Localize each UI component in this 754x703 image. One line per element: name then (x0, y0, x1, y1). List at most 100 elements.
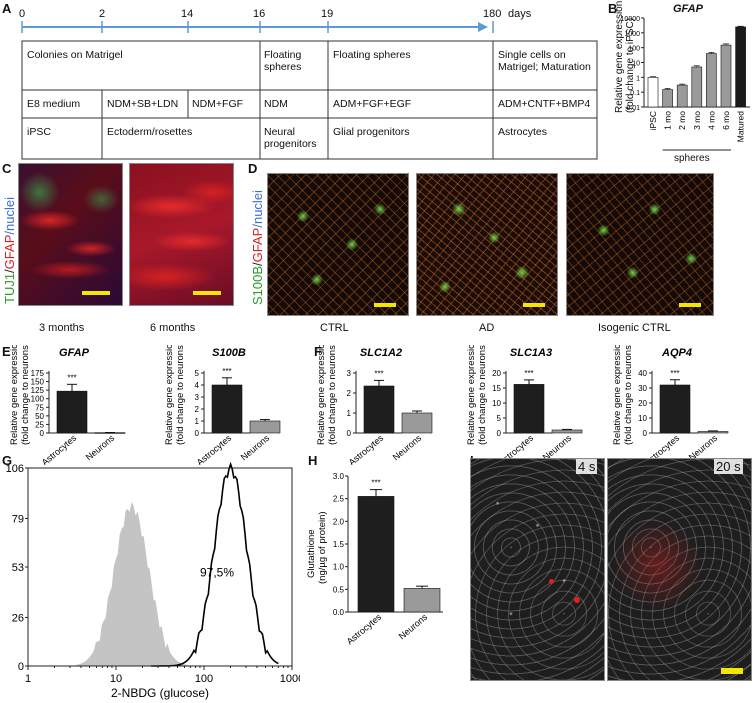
x-tick-label: Neurons (391, 433, 424, 463)
table-cell-r1c4-text: Floating spheres (264, 49, 302, 73)
y-tick-label: 100 (628, 46, 640, 53)
bar-2-mo (676, 84, 688, 108)
legend-nuclei: /nuclei (2, 197, 17, 235)
caption-ctrl: CTRL (320, 322, 349, 334)
y-axis-label-1: Relative gene expression (164, 345, 175, 445)
table-cell-r2c4: NDM (264, 98, 288, 110)
table-cell-r3c4-text: Neural progenitors (264, 126, 317, 150)
y-tick-label: 10000 (621, 16, 641, 23)
bar-4-mo (706, 53, 717, 108)
y-tick-label: 0.5 (333, 585, 345, 594)
scale-bar (82, 291, 110, 295)
y-tick-label: 5 (497, 414, 502, 423)
y-tick-label: 50 (35, 412, 44, 421)
panel-label-e: E (2, 344, 11, 359)
scale-bar (679, 303, 701, 307)
bar-3-mo (691, 66, 703, 108)
y-tick-label: 10 (492, 399, 501, 408)
significance-stars: *** (371, 479, 380, 488)
y-tick-label: 20 (638, 399, 647, 408)
x-tick-label: 1 (25, 673, 31, 685)
time-label-20s: 20 s (714, 459, 743, 474)
y-tick-label: 25 (35, 420, 44, 429)
timeline-tick-2: 2 (99, 8, 106, 20)
timeline-tick-16: 16 (253, 8, 266, 20)
x-tick-label: Neurons (239, 433, 272, 463)
y-tick-label: 1.5 (333, 540, 345, 549)
micrograph-ctrl (267, 173, 409, 316)
scale-bar (374, 303, 396, 307)
y-tick-label: 0 (18, 661, 24, 673)
panel-b-ylabel: Relative gene expression (fold change to… (614, 1, 636, 113)
table-cell-r2c5: ADM+FGF+EGF (333, 98, 412, 110)
table-cell-r3c2: Ectoderm/rosettes (107, 126, 193, 138)
x-tick-label: 6 mo (721, 111, 731, 130)
legend-tuj1: TUJ1 (2, 272, 17, 304)
legend-slash-1: / (2, 269, 17, 273)
y-tick-label: 4 (195, 381, 200, 390)
bar-neurons (401, 412, 433, 434)
panel-g-histogram: 0 26 53 79 106 1 10 100 1000 97,5% 2-NBDG (glucose… (6, 461, 300, 700)
x-tick-label: 10 (110, 673, 122, 685)
y-tick-label: 0 (347, 429, 352, 438)
chart-title: SLC1A3 (510, 347, 552, 359)
table-cell-r2c2: NDM+SB+LDN (107, 98, 179, 110)
chart-title: S100B (212, 347, 246, 359)
y-tick-label: 79 (12, 513, 24, 525)
bar-astrocytes (513, 384, 545, 434)
y-tick-label: 2 (347, 389, 352, 398)
y-tick-label: 3 (195, 393, 200, 402)
calcium-image-20s (607, 458, 752, 681)
table-cell-r1c6-text: Single cells on Matrigel; Maturation (498, 49, 591, 73)
y-tick-label: 1000 (624, 31, 640, 38)
panel-b-title: GFAP (673, 3, 703, 15)
bar-1-mo (662, 89, 673, 108)
caption-6-months: 6 months (150, 322, 196, 334)
panel-label-a: A (2, 1, 12, 16)
table-cell-r3c6: Astrocytes (498, 126, 548, 138)
table-cell-r3c5: Glial progenitors (333, 126, 410, 138)
y-tick-label: 0 (195, 429, 200, 438)
panel-b-chart: 10000 1000 100 10 1 0.1 0.01 iPSC 1 mo 2 mo 3 mo 4 … (621, 16, 750, 151)
x-tick-label: 4 mo (706, 111, 716, 130)
micrograph-isogenic-ctrl (566, 173, 714, 316)
y-axis-label-2: (fold change to neurons) (20, 345, 31, 445)
y-tick-label: 2.5 (333, 495, 345, 504)
y-tick-label: 26 (12, 612, 24, 624)
bar-6-mo (720, 44, 732, 108)
table-cell-r3c4: Neural progenitors (264, 126, 324, 150)
y-tick-label: 0.1 (630, 90, 640, 97)
scale-bar (523, 303, 545, 307)
x-tick-label: Astrocytes (345, 612, 384, 647)
timeline-table (21, 40, 598, 160)
control-histogram (75, 501, 196, 666)
y-tick-label: 1.0 (333, 563, 345, 572)
y-tick-label: 100 (31, 395, 45, 404)
x-tick-label: Matured (736, 111, 746, 142)
table-cell-r1c4: Floating spheres (264, 49, 324, 73)
panel-b-spheres-label: spheres (674, 153, 710, 164)
bar-neurons (697, 431, 729, 434)
significance-stars: *** (524, 369, 533, 378)
bar-neurons (403, 588, 441, 613)
activated-cell-dot (574, 597, 580, 603)
chart-title: AQP4 (661, 347, 692, 359)
table-cell-r3c1: iPSC (27, 126, 51, 138)
x-tick-label: Neurons (397, 612, 430, 642)
table-cell-r2c1: E8 medium (27, 98, 81, 110)
y-tick-label: 125 (31, 386, 45, 395)
panel-label-g: G (2, 453, 13, 468)
y-tick-label: 0 (643, 429, 648, 438)
timeline-unit: days (508, 8, 532, 20)
y-axis-label-1: Relative gene expression (9, 345, 20, 445)
timeline-tick-0: 0 (19, 8, 26, 20)
panel-label-f: F (314, 344, 322, 359)
panel-label-d: D (248, 161, 258, 176)
x-tick-label: iPSC (648, 111, 658, 130)
y-tick-label: 2 (195, 405, 200, 414)
